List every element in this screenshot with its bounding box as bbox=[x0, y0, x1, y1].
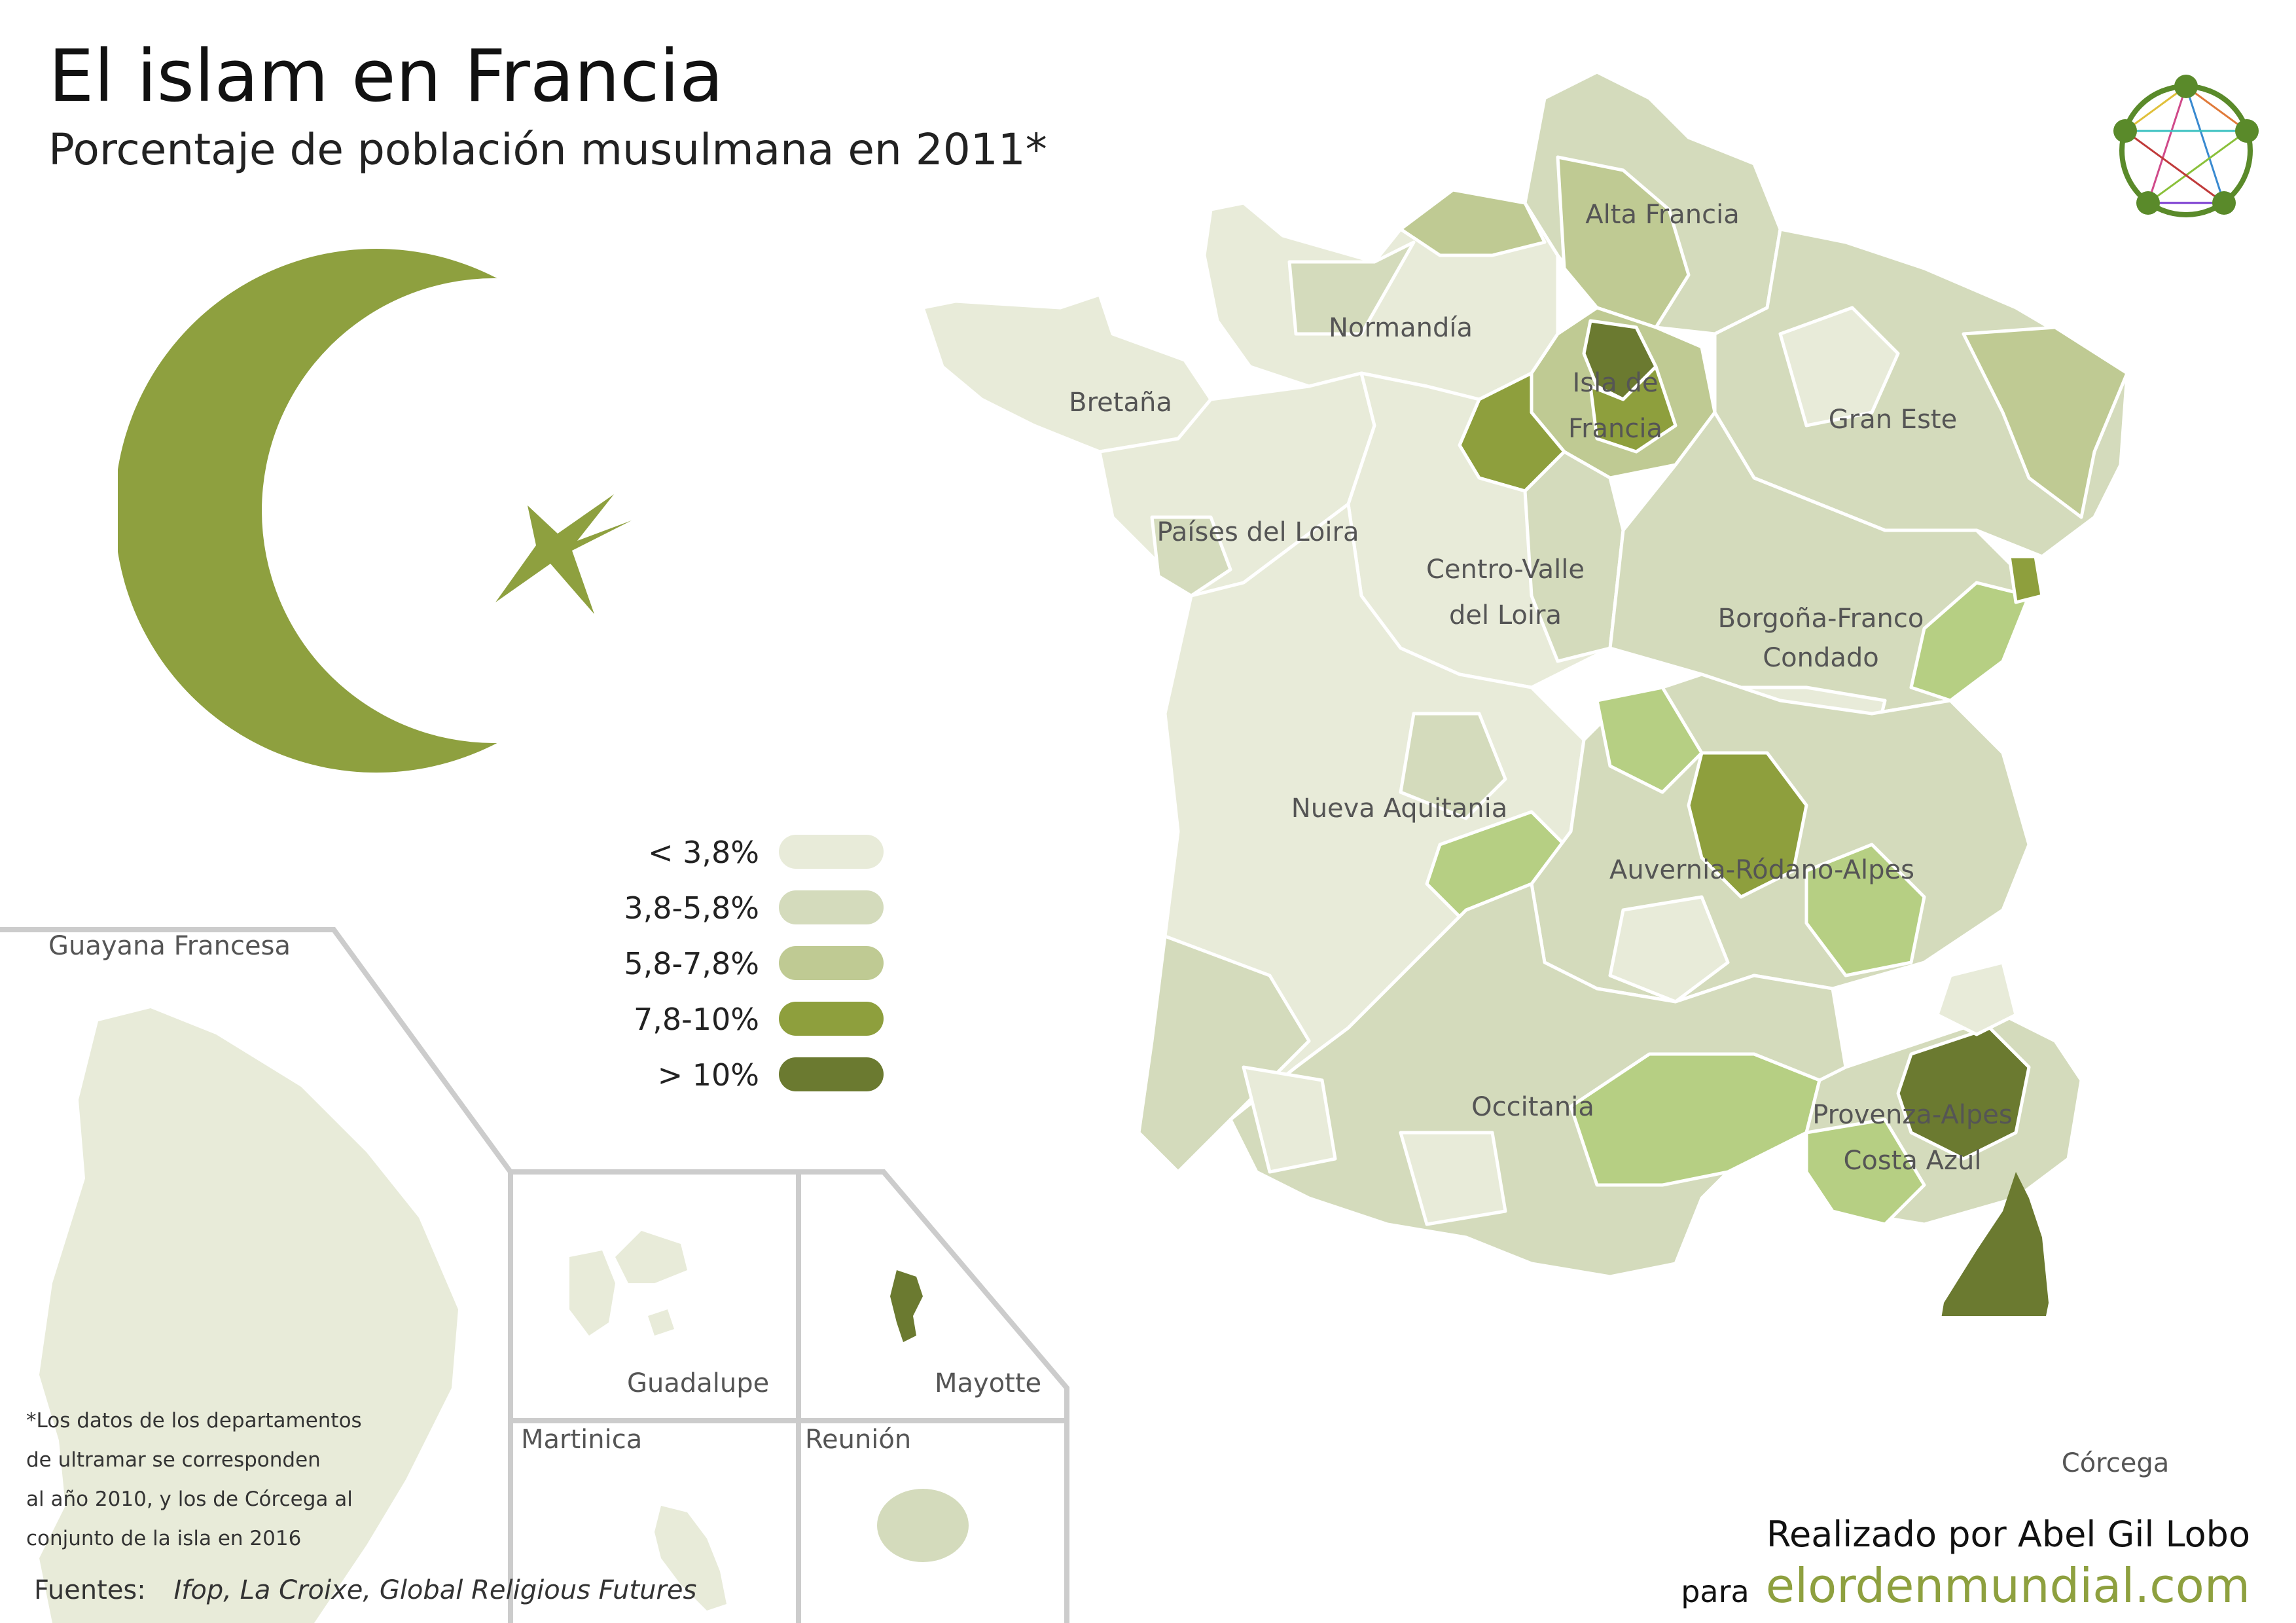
region-label-paises-del-loira: Países del Loira bbox=[1157, 517, 1359, 547]
inset-guayana bbox=[39, 1008, 458, 1623]
region-label-borgona: Borgoña-Franco Condado bbox=[1717, 604, 1924, 673]
insets-frame bbox=[0, 927, 1069, 1623]
footnote: *Los datos de los departamentos de ultra… bbox=[26, 1401, 362, 1558]
sources-text: Ifop, La Croixe, Global Religious Future… bbox=[173, 1575, 697, 1605]
region-label-auvernia: Auvernia-Ródano-Alpes bbox=[1609, 855, 1914, 885]
credit-site-line: para elordenmundial.com bbox=[1681, 1558, 2250, 1613]
region-borgona-belfort bbox=[2007, 555, 2044, 604]
region-label-occitania: Occitania bbox=[1471, 1092, 1594, 1122]
inset-mayotte bbox=[890, 1270, 923, 1342]
legend-swatch bbox=[779, 890, 884, 924]
region-corcega bbox=[1941, 1172, 2049, 1316]
inset-label-reunion: Reunión bbox=[805, 1425, 912, 1455]
credit-site: elordenmundial.com bbox=[1765, 1558, 2250, 1613]
region-borgona-dept bbox=[1909, 581, 2031, 702]
region-label-corcega: Córcega bbox=[2061, 1448, 2170, 1478]
legend-swatch bbox=[779, 1057, 884, 1091]
region-label-nueva-aquitania: Nueva Aquitania bbox=[1291, 793, 1508, 824]
legend-swatch bbox=[779, 1002, 884, 1036]
crescent-star-icon bbox=[118, 249, 638, 773]
region-provenza-var bbox=[1896, 1026, 2031, 1161]
footnote-line: al año 2010, y los de Córcega al bbox=[26, 1487, 353, 1511]
region-label-alta-francia: Alta Francia bbox=[1585, 200, 1740, 230]
region-auvernia-isere bbox=[1804, 843, 1926, 977]
page-subtitle: Porcentaje de población musulmana en 201… bbox=[48, 124, 1047, 175]
region-occitania-dept2 bbox=[1399, 1131, 1507, 1226]
credit-para: para bbox=[1681, 1574, 1749, 1609]
france-map bbox=[921, 70, 2129, 1316]
footnote-line: de ultramar se corresponden bbox=[26, 1448, 321, 1472]
region-auvernia-rhone bbox=[1687, 751, 1808, 899]
legend-label: < 3,8% bbox=[647, 835, 759, 870]
inset-reunion bbox=[877, 1489, 969, 1562]
region-label-bretana: Bretaña bbox=[1069, 388, 1172, 418]
region-gran-este-alsace bbox=[1962, 325, 2129, 519]
region-bretana bbox=[921, 293, 1213, 454]
region-occitania-dept bbox=[1242, 1065, 1337, 1174]
legend-swatch bbox=[779, 946, 884, 980]
world-network-logo-icon bbox=[2113, 75, 2259, 217]
inset-label-martinica: Martinica bbox=[521, 1425, 643, 1455]
sources: Fuentes: Ifop, La Croixe, Global Religio… bbox=[34, 1575, 696, 1605]
region-label-centro: Centro-Valle del Loira bbox=[1426, 555, 1585, 630]
region-alta-francia-dept bbox=[1556, 155, 1691, 329]
inset-martinica bbox=[655, 1506, 726, 1611]
region-isla-de-francia-ring bbox=[1588, 365, 1677, 454]
footnote-line: *Los datos de los departamentos bbox=[26, 1409, 362, 1432]
region-label-gran-este: Gran Este bbox=[1828, 405, 1958, 435]
region-gran-este-dept bbox=[1778, 306, 1900, 428]
footnote-line: conjunto de la isla en 2016 bbox=[26, 1527, 302, 1550]
region-label-provenza: Provenza-Alpes Costa Azul bbox=[1812, 1100, 2013, 1176]
region-provenza-alpes bbox=[1935, 960, 2018, 1036]
region-paises-del-loira-dept bbox=[1150, 515, 1232, 598]
region-normandia-dept bbox=[1287, 240, 1416, 336]
region-label-normandia: Normandía bbox=[1329, 313, 1473, 343]
legend-label: 7,8-10% bbox=[634, 1002, 759, 1037]
region-label-isla-de-francia: Isla de Francia bbox=[1568, 368, 1663, 444]
region-auvernia-dept bbox=[1595, 685, 1704, 794]
legend-label: > 10% bbox=[657, 1057, 759, 1093]
legend-label: 3,8-5,8% bbox=[624, 890, 759, 926]
region-normandia-dept2 bbox=[1399, 188, 1547, 257]
page-title: El islam en Francia bbox=[48, 34, 724, 118]
inset-label-guadalupe: Guadalupe bbox=[627, 1368, 770, 1398]
region-nueva-aquitania-dept bbox=[1399, 712, 1507, 820]
legend-label: 5,8-7,8% bbox=[624, 946, 759, 981]
inset-guadalupe bbox=[569, 1231, 687, 1336]
region-provenza-bdr bbox=[1804, 1118, 1926, 1226]
sources-label: Fuentes: bbox=[34, 1575, 146, 1605]
inset-label-guayana: Guayana Francesa bbox=[48, 931, 291, 961]
region-nueva-aquitania-landes bbox=[1137, 934, 1311, 1174]
credit-author: Realizado por Abel Gil Lobo bbox=[1766, 1514, 2250, 1555]
legend-swatch bbox=[779, 835, 884, 869]
inset-label-mayotte: Mayotte bbox=[935, 1368, 1042, 1398]
region-auvernia-dept2 bbox=[1608, 895, 1730, 1004]
